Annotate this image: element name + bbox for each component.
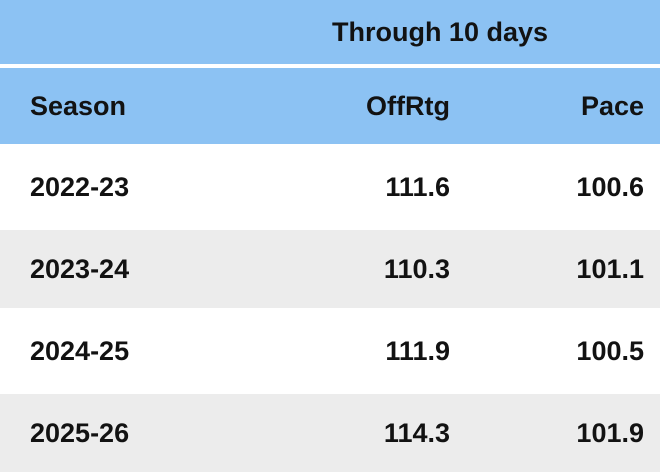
season-cell: 2022-23: [30, 171, 130, 202]
table-header-row: Season OffRtg Pace: [0, 68, 660, 144]
pace-cell: 101.9: [576, 417, 644, 448]
table-row-2023-24: 2023-24 110.3 101.1: [0, 230, 660, 308]
offrtg-cell: 110.3: [383, 253, 450, 284]
column-header-offrtg: OffRtg: [366, 90, 450, 121]
pace-cell: 101.1: [576, 253, 644, 284]
season-cell: 2025-26: [30, 417, 130, 448]
pace-cell: 100.5: [576, 335, 644, 366]
season-cell: 2023-24: [30, 253, 130, 284]
table-row-2022-23: 2022-23 111.6 100.6: [0, 148, 660, 226]
table-row-2025-26: 2025-26 114.3 101.9: [0, 394, 660, 472]
table-row-2024-25: 2024-25 111.9 100.5: [0, 312, 660, 390]
pace-cell: 100.6: [576, 171, 644, 202]
column-header-pace: Pace: [580, 90, 644, 121]
table-title-row: Through 10 days: [0, 0, 660, 64]
offrtg-cell: 111.6: [385, 171, 450, 202]
offrtg-cell: 111.9: [385, 335, 450, 366]
column-header-season: Season: [30, 90, 127, 121]
offrtg-cell: 114.3: [383, 417, 450, 448]
table-title: Through 10 days: [331, 16, 549, 47]
season-cell: 2024-25: [30, 335, 130, 366]
